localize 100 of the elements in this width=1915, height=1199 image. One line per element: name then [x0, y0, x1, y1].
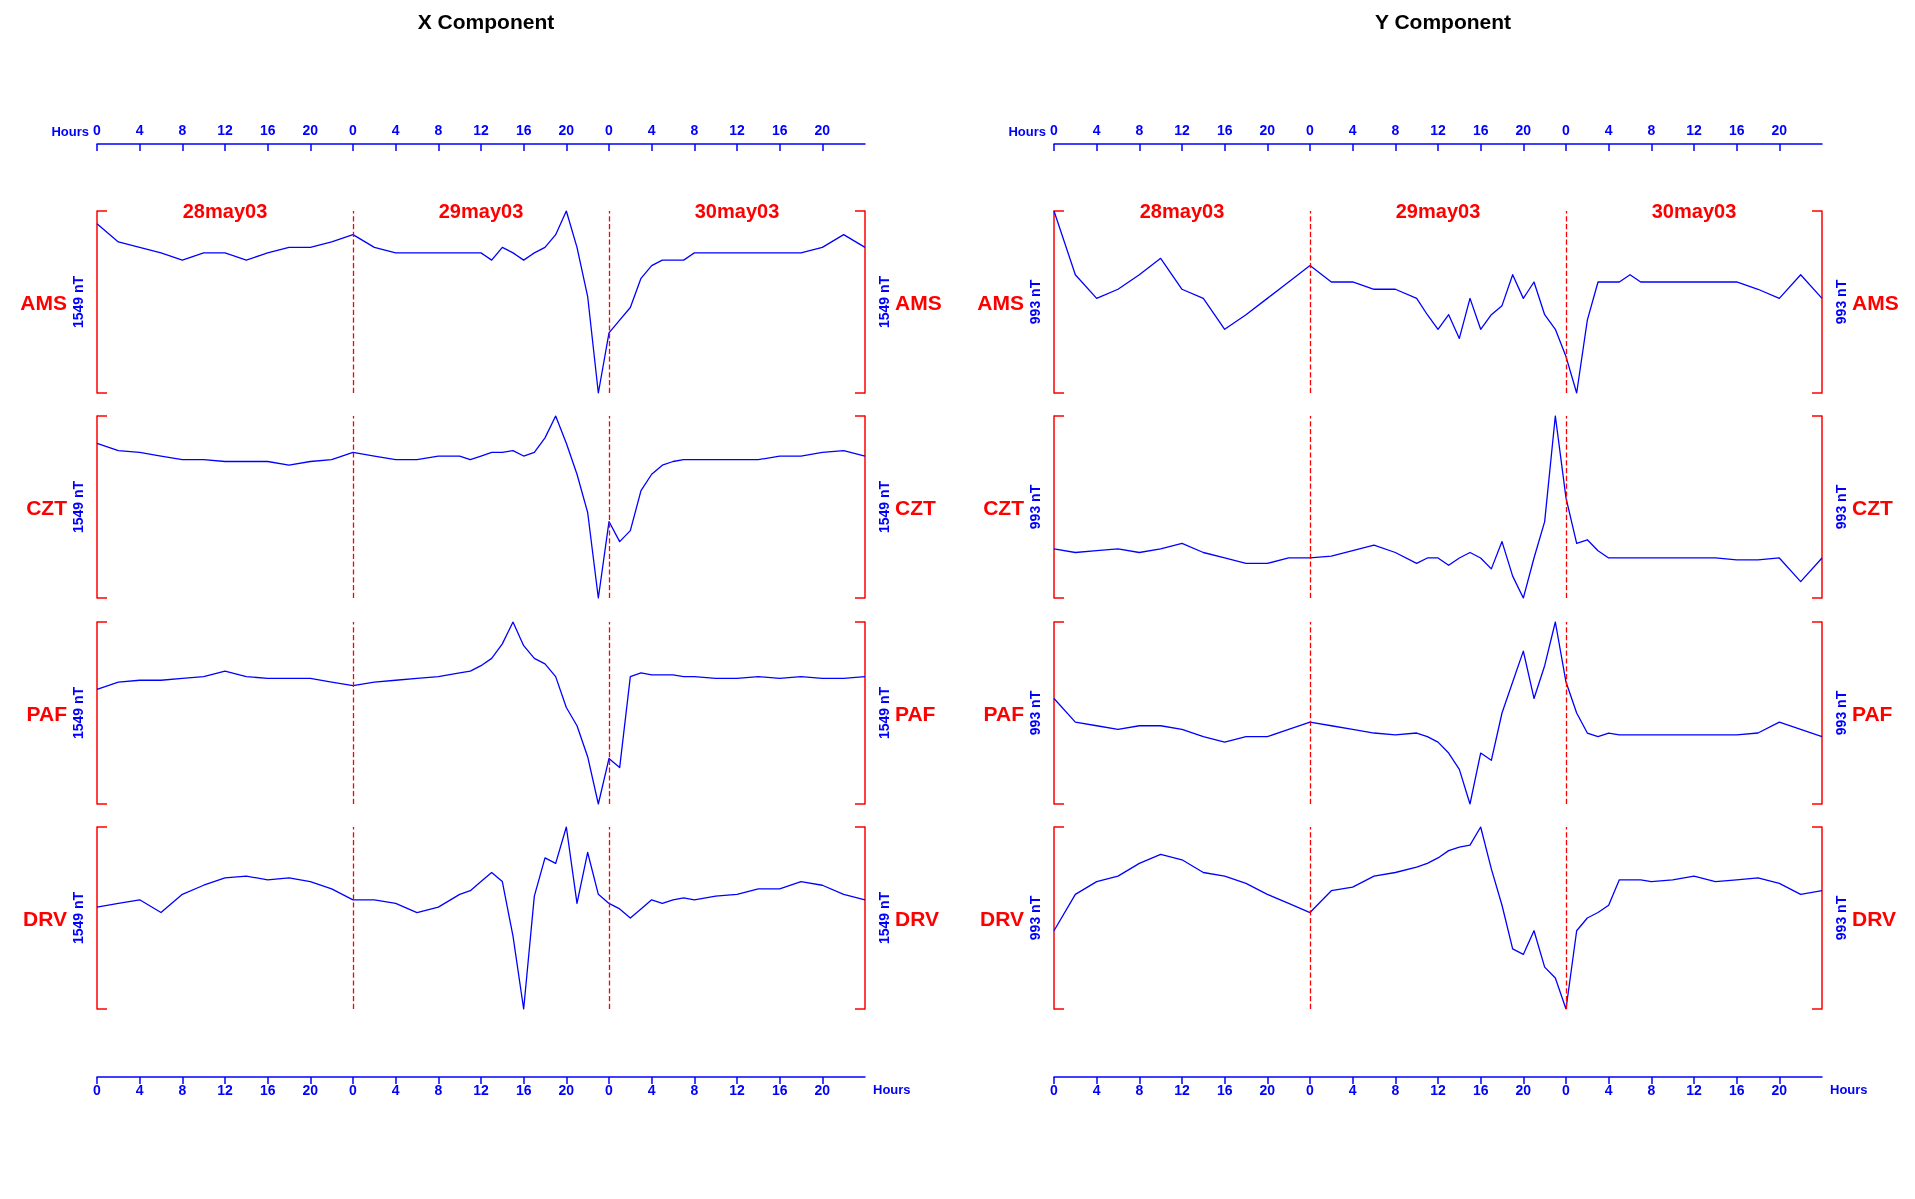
text: CZT [26, 495, 67, 519]
x-tick-label: 16 [515, 1082, 532, 1098]
x2-tick-label: 8 [1647, 122, 1656, 138]
y-axis-title: 993 nT [1833, 279, 1849, 325]
y-axis-title: 1549 nT [876, 891, 892, 945]
annotation: 29may03 [1395, 200, 1481, 222]
text: CZT [895, 495, 936, 519]
x2-tick-label: 16 [771, 122, 788, 138]
x-tick-label: 0 [605, 1082, 614, 1098]
y2-axis-title: 1549 nT [70, 891, 86, 945]
x-tick-label: 0 [349, 1082, 358, 1098]
x-tick-label: 16 [1728, 1082, 1745, 1098]
text: PAF [1852, 701, 1893, 725]
x2-tick-label: 0 [1306, 122, 1315, 138]
series-label: PAF [26, 701, 68, 725]
x2-tick-label: 8 [178, 122, 187, 138]
x2-tick-label: 8 [1135, 122, 1144, 138]
x2-tick-label: 12 [1430, 122, 1446, 138]
x2-tick-label: 20 [1771, 122, 1788, 138]
x2-tick-label: 0 [1562, 122, 1571, 138]
x-tick-label: 0 [1306, 1082, 1315, 1098]
x-tick-label: 4 [1604, 1082, 1613, 1098]
text: AMS [895, 290, 942, 314]
x2-tick-label: 8 [1391, 122, 1400, 138]
x-tick-label: 16 [259, 1082, 276, 1098]
x-tick-label: 8 [1135, 1082, 1144, 1098]
series-label: AMS [1852, 290, 1899, 314]
x-tick-label: 8 [690, 1082, 699, 1098]
text: AMS [20, 290, 67, 314]
x-tick-label: 20 [1515, 1082, 1532, 1098]
x-tick-label: 4 [1092, 1082, 1101, 1098]
x-tick-label: 0 [93, 1082, 102, 1098]
x-tick-label: 8 [1391, 1082, 1400, 1098]
x-tick-label: 8 [1647, 1082, 1656, 1098]
x2-tick-label: 12 [217, 122, 233, 138]
x2-tick-label: 0 [1050, 122, 1059, 138]
series-label: DRV [23, 906, 67, 930]
y2-axis-title: 993 nT [1027, 484, 1043, 530]
y-axis-title: 993 nT [1833, 690, 1849, 736]
x-tick-label: 12 [217, 1082, 233, 1098]
chart-title: X Component [417, 10, 555, 33]
y2-axis-title: 993 nT [1027, 279, 1043, 325]
x2-tick-label: 8 [434, 122, 443, 138]
x-tick-label: 8 [434, 1082, 443, 1098]
annotation: 29may03 [438, 200, 524, 222]
y2-axis-title: 993 nT [1027, 895, 1043, 941]
x-tick-label: 20 [1771, 1082, 1788, 1098]
annotation: 28may03 [1139, 200, 1225, 222]
text: PAF [895, 701, 936, 725]
x2-tick-label: 20 [814, 122, 831, 138]
x2-tick-label: 0 [605, 122, 614, 138]
x-tick-label: 16 [1472, 1082, 1489, 1098]
y2-axis-title: 1549 nT [70, 686, 86, 740]
x2-tick-label: 20 [1515, 122, 1532, 138]
x-tick-label: 20 [814, 1082, 831, 1098]
x2-tick-label: 12 [1686, 122, 1702, 138]
x-axis-title: Hours [1830, 1082, 1868, 1097]
x2-tick-label: 4 [1604, 122, 1613, 138]
x2-tick-label: 12 [729, 122, 745, 138]
series-label: PAF [983, 701, 1025, 725]
x-tick-label: 4 [391, 1082, 400, 1098]
y-axis-title: 1549 nT [876, 275, 892, 329]
x2-tick-label: 16 [259, 122, 276, 138]
y-axis-title: 1549 nT [876, 480, 892, 534]
x-tick-label: 0 [1562, 1082, 1571, 1098]
x-axis-title: Hours [873, 1082, 911, 1097]
x-tick-label: 16 [771, 1082, 788, 1098]
annotation: 30may03 [1651, 200, 1737, 222]
x-tick-label: 4 [647, 1082, 656, 1098]
x2-tick-label: 4 [1092, 122, 1101, 138]
x2-tick-label: 4 [135, 122, 144, 138]
x2-tick-label: 20 [302, 122, 319, 138]
text: AMS [977, 290, 1024, 314]
x-tick-label: 4 [135, 1082, 144, 1098]
series-label: DRV [980, 906, 1024, 930]
x2-tick-label: 4 [647, 122, 656, 138]
text: CZT [983, 495, 1025, 519]
x-tick-label: 16 [1216, 1082, 1233, 1098]
x2-tick-label: 16 [515, 122, 532, 138]
x2-axis-title: Hours [51, 124, 89, 139]
text: CZT [1852, 495, 1893, 519]
x-tick-label: 0 [1050, 1082, 1059, 1098]
x2-tick-label: 16 [1216, 122, 1233, 138]
y2-axis-title: 993 nT [1027, 690, 1043, 736]
x2-tick-label: 0 [93, 122, 102, 138]
text: DRV [1852, 906, 1896, 930]
y-axis-title: 993 nT [1833, 895, 1849, 941]
x-tick-label: 20 [558, 1082, 575, 1098]
x-tick-label: 8 [178, 1082, 187, 1098]
y2-axis-title: 1549 nT [70, 275, 86, 329]
x2-tick-label: 12 [1174, 122, 1190, 138]
x2-tick-label: 4 [1348, 122, 1357, 138]
x2-tick-label: 16 [1728, 122, 1745, 138]
x-tick-label: 12 [1686, 1082, 1702, 1098]
x-tick-label: 12 [1430, 1082, 1446, 1098]
x-tick-label: 4 [1348, 1082, 1357, 1098]
x2-tick-label: 8 [690, 122, 699, 138]
x2-tick-label: 20 [1259, 122, 1276, 138]
x2-tick-label: 16 [1472, 122, 1489, 138]
annotation: 30may03 [694, 200, 780, 222]
